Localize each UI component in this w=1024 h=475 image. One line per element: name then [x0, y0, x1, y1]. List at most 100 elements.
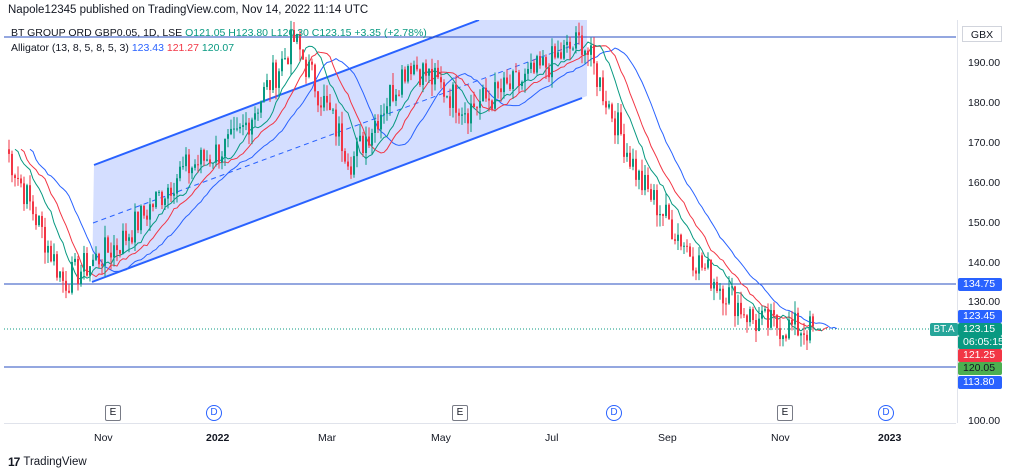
candle-body	[578, 32, 580, 36]
candle-body	[260, 101, 262, 113]
candle-body	[353, 156, 355, 175]
candle-body	[752, 309, 754, 321]
price-tick: 180.00	[968, 97, 1001, 109]
candle-body	[539, 56, 541, 66]
price-scale[interactable]	[957, 20, 1024, 423]
channel-lower-line[interactable]	[91, 97, 583, 283]
candle-body	[761, 310, 763, 319]
candle-body	[158, 191, 160, 193]
candle-body	[725, 303, 727, 305]
earnings-marker[interactable]: E	[777, 405, 793, 421]
candle-body	[524, 73, 526, 82]
candle-body	[803, 333, 805, 335]
candle-body	[209, 159, 211, 164]
candle-body	[704, 267, 706, 269]
dividend-marker[interactable]: D	[606, 405, 622, 421]
candle-body	[275, 62, 277, 88]
candle-body	[302, 49, 304, 60]
candle-body	[671, 219, 673, 240]
candle-body	[701, 255, 703, 268]
candle-body	[653, 190, 655, 200]
candle-body	[365, 136, 367, 153]
candle-body	[428, 68, 430, 76]
candle-body	[407, 66, 409, 82]
candle-body	[485, 87, 487, 99]
symbol-tag: BT.A	[930, 323, 958, 336]
candle-body	[299, 33, 301, 50]
candle-body	[473, 103, 475, 108]
candle-body	[107, 237, 109, 253]
candle-body	[434, 67, 436, 85]
price-chart[interactable]	[4, 20, 956, 423]
candle-body	[257, 112, 259, 114]
dividend-marker[interactable]: D	[878, 405, 894, 421]
candle-body	[350, 166, 352, 175]
candle-body	[659, 214, 661, 216]
candle-body	[290, 29, 292, 65]
candle-body	[431, 68, 433, 85]
jaw-badge: 123.45	[958, 310, 1002, 323]
candle-body	[422, 63, 424, 85]
footer-brand[interactable]: 17 TradingView	[8, 455, 87, 469]
candle-body	[755, 320, 757, 332]
candle-body	[773, 310, 775, 316]
candle-body	[128, 237, 130, 241]
candle-body	[446, 96, 448, 98]
symbol-label[interactable]: BT GROUP ORD GBP0.05, 1D, LSE	[11, 27, 183, 39]
candle-body	[83, 253, 85, 272]
candle-body	[548, 67, 550, 78]
symbol-row: BT GROUP ORD GBP0.05, 1D, LSE O121.05 H1…	[11, 26, 427, 41]
price-tick: 170.00	[968, 137, 1001, 149]
candle-body	[779, 328, 781, 340]
candle-body	[698, 255, 700, 274]
candle-body	[614, 118, 616, 136]
candle-body	[560, 52, 562, 59]
time-axis[interactable]	[4, 423, 956, 449]
candle-body	[797, 312, 799, 336]
candle-body	[197, 164, 199, 166]
ohlc-values: O121.05 H123.80 L120.30 C123.15 +3.35 (+…	[185, 27, 427, 39]
time-label: Jul	[545, 432, 559, 444]
candle-body	[503, 77, 505, 93]
candle-body	[41, 216, 43, 227]
candle-body	[710, 259, 712, 289]
candle-body	[29, 185, 31, 202]
currency-label[interactable]: GBX	[962, 26, 1002, 42]
candle-body	[401, 69, 403, 95]
candle-body	[86, 253, 88, 276]
candle-body	[383, 113, 385, 115]
candle-body	[104, 237, 106, 266]
candle-body	[440, 77, 442, 83]
candle-body	[722, 288, 724, 304]
candle-body	[563, 44, 565, 59]
candle-body	[368, 136, 370, 146]
candle-body	[500, 88, 502, 93]
candle-body	[488, 98, 490, 101]
candle-body	[749, 309, 751, 323]
candle-body	[620, 112, 622, 135]
candle-body	[188, 154, 190, 174]
candle-body	[272, 62, 274, 90]
candle-body	[14, 175, 16, 178]
candle-body	[677, 234, 679, 241]
price-tick: 160.00	[968, 177, 1001, 189]
candle-body	[806, 334, 808, 341]
dividend-marker[interactable]: D	[206, 405, 222, 421]
candle-body	[338, 123, 340, 137]
candle-body	[770, 310, 772, 328]
candle-body	[743, 314, 745, 316]
time-label: 2023	[878, 432, 902, 444]
candle-body	[602, 77, 604, 102]
candle-body	[809, 316, 811, 341]
candle-body	[182, 166, 184, 168]
earnings-marker[interactable]: E	[105, 405, 121, 421]
channel-upper-line[interactable]	[93, 20, 480, 166]
indicator-row[interactable]: Alligator (13, 8, 5, 8, 5, 3) 123.43 121…	[11, 41, 427, 56]
candle-body	[284, 58, 286, 60]
earnings-marker[interactable]: E	[452, 405, 468, 421]
candle-body	[767, 309, 769, 328]
candle-body	[221, 156, 223, 163]
candle-body	[317, 91, 319, 106]
candle-body	[74, 258, 76, 262]
candle-body	[626, 152, 628, 157]
